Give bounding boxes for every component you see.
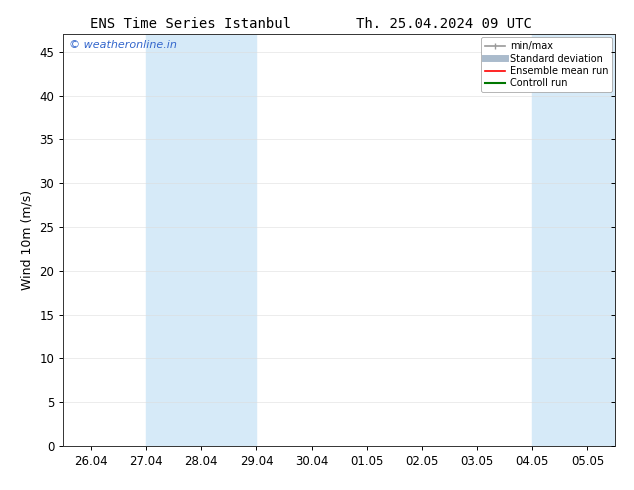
Text: Th. 25.04.2024 09 UTC: Th. 25.04.2024 09 UTC — [356, 17, 532, 31]
Text: © weatheronline.in: © weatheronline.in — [69, 41, 177, 50]
Bar — [533, 34, 615, 446]
Text: ENS Time Series Istanbul: ENS Time Series Istanbul — [89, 17, 291, 31]
Y-axis label: Wind 10m (m/s): Wind 10m (m/s) — [21, 190, 34, 290]
Legend: min/max, Standard deviation, Ensemble mean run, Controll run: min/max, Standard deviation, Ensemble me… — [481, 37, 612, 92]
Bar — [146, 34, 256, 446]
